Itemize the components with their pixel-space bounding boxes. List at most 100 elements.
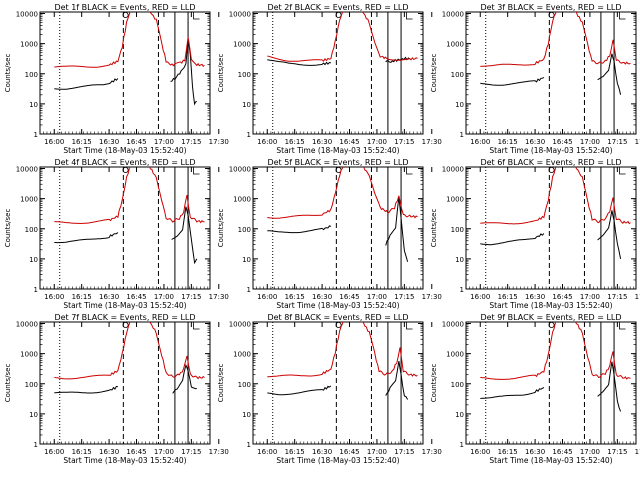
x-tick-label: 17:30	[635, 448, 640, 456]
y-tick-label: 10	[29, 411, 38, 419]
x-tick-label: 16:30	[312, 138, 332, 146]
y-tick-label: 1000	[233, 196, 251, 204]
x-tick-label: 17:30	[209, 293, 229, 301]
y-axis-label: Counts/sec	[217, 209, 225, 248]
panel-title: Det 6f BLACK = Events, RED = LLD	[480, 158, 621, 167]
x-tick-label: 16:15	[285, 138, 305, 146]
x-tick-label: 16:30	[312, 293, 332, 301]
x-tick-label: 16:15	[498, 448, 518, 456]
flare-circle-marker	[548, 11, 555, 18]
x-tick-label: 16:30	[312, 448, 332, 456]
panel-title: Det 5f BLACK = Events, RED = LLD	[267, 158, 408, 167]
panel-title: Det 3f BLACK = Events, RED = LLD	[480, 3, 621, 12]
x-axis-label: Start Time (18-May-03 15:52:40)	[276, 146, 399, 155]
bracket-marker	[619, 167, 626, 175]
series-events-line	[267, 361, 409, 400]
x-tick-label: 17:30	[209, 138, 229, 146]
bracket-marker	[406, 12, 413, 20]
x-tick-label: 17:00	[580, 138, 600, 146]
series-lld-line	[54, 12, 205, 68]
x-axis-label: Start Time (18-May-03 15:52:40)	[63, 456, 186, 465]
panel-det-6: Det 6f BLACK = Events, RED = LLD Counts/s…	[430, 158, 640, 310]
series-events-line	[480, 361, 622, 412]
y-tick-label: 1	[247, 441, 251, 449]
y-tick-label: 100	[451, 226, 464, 234]
x-tick-label: 16:45	[339, 138, 359, 146]
panel-det-3: Det 3f BLACK = Events, RED = LLD Counts/s…	[430, 3, 640, 155]
y-tick-label: 1000	[446, 351, 464, 359]
bracket-marker	[619, 322, 626, 330]
x-tick-label: 16:45	[552, 138, 572, 146]
flare-circle-marker	[548, 166, 555, 173]
x-tick-label: 17:30	[422, 138, 442, 146]
x-tick-label: 16:30	[525, 138, 545, 146]
panel-det-5: Det 5f BLACK = Events, RED = LLD Counts/s…	[217, 158, 442, 310]
y-tick-label: 10	[455, 411, 464, 419]
y-tick-label: 10000	[229, 166, 251, 174]
x-axis-label: Start Time (18-May-03 15:52:40)	[63, 301, 186, 310]
panel-title: Det 9f BLACK = Events, RED = LLD	[480, 313, 621, 322]
x-tick-label: 16:00	[44, 138, 64, 146]
y-tick-label: 10000	[229, 11, 251, 19]
y-axis-label: Counts/sec	[430, 54, 438, 93]
y-tick-label: 1000	[446, 41, 464, 49]
y-axis-label: Counts/sec	[217, 54, 225, 93]
x-tick-label: 16:45	[126, 293, 146, 301]
flare-circle-marker	[335, 321, 342, 328]
x-tick-label: 16:30	[525, 293, 545, 301]
y-tick-label: 100	[25, 226, 38, 234]
y-tick-label: 10	[455, 101, 464, 109]
x-tick-label: 17:15	[394, 293, 414, 301]
x-tick-label: 17:15	[181, 293, 201, 301]
x-tick-label: 16:15	[72, 293, 92, 301]
panel-det-1: Det 1f BLACK = Events, RED = LLD Counts/s…	[4, 3, 229, 155]
bracket-marker	[406, 322, 413, 330]
y-tick-label: 100	[451, 71, 464, 79]
flare-circle-marker	[122, 166, 129, 173]
plot-frame	[465, 166, 637, 290]
plot-frame	[39, 166, 211, 290]
x-axis-label: Start Time (18-May-03 15:52:40)	[489, 301, 612, 310]
x-tick-label: 16:45	[552, 448, 572, 456]
x-tick-label: 16:15	[72, 448, 92, 456]
panel-det-4: Det 4f BLACK = Events, RED = LLD Counts/s…	[4, 158, 229, 310]
x-tick-label: 16:45	[339, 448, 359, 456]
x-tick-label: 16:00	[44, 448, 64, 456]
x-axis-label: Start Time (18-May-03 15:52:40)	[489, 146, 612, 155]
y-tick-label: 10000	[16, 321, 38, 329]
x-tick-label: 16:00	[257, 448, 277, 456]
series-lld-line	[480, 322, 631, 380]
y-tick-label: 10	[242, 256, 251, 264]
plot-frame	[252, 11, 424, 135]
panel-title: Det 1f BLACK = Events, RED = LLD	[54, 3, 195, 12]
flare-circle-marker	[548, 321, 555, 328]
flare-circle-marker	[122, 321, 129, 328]
x-tick-label: 17:30	[635, 293, 640, 301]
y-tick-label: 1	[460, 441, 464, 449]
y-tick-label: 1	[460, 131, 464, 139]
y-tick-label: 1000	[20, 196, 38, 204]
y-tick-label: 10000	[442, 166, 464, 174]
plot-frame	[39, 321, 211, 445]
x-tick-label: 17:15	[181, 138, 201, 146]
y-tick-label: 10000	[442, 321, 464, 329]
panel-det-7: Det 7f BLACK = Events, RED = LLD Counts/s…	[4, 313, 229, 465]
series-lld-line	[480, 12, 631, 67]
x-tick-label: 16:30	[99, 138, 119, 146]
y-tick-label: 1	[34, 286, 38, 294]
panel-title: Det 2f BLACK = Events, RED = LLD	[267, 3, 408, 12]
x-tick-label: 16:00	[470, 293, 490, 301]
y-tick-label: 1	[460, 286, 464, 294]
y-axis-label: Counts/sec	[4, 209, 12, 248]
x-tick-label: 17:00	[580, 448, 600, 456]
x-tick-label: 16:45	[552, 293, 572, 301]
y-tick-label: 1	[247, 286, 251, 294]
x-tick-label: 16:15	[498, 293, 518, 301]
x-tick-label: 17:15	[394, 138, 414, 146]
y-tick-label: 100	[238, 71, 251, 79]
panel-det-8: Det 8f BLACK = Events, RED = LLD Counts/s…	[217, 313, 442, 465]
y-axis-label: Counts/sec	[4, 54, 12, 93]
bracket-marker	[619, 12, 626, 20]
x-tick-label: 17:00	[154, 448, 174, 456]
